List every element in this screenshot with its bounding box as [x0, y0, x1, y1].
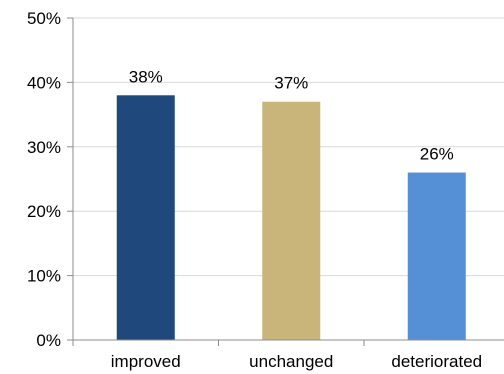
- y-tick-label: 50%: [27, 9, 61, 28]
- bars: [116, 95, 466, 340]
- labels: 0% 10% 20% 30% 40% 50% 38% improved 37% unchanged…: [27, 9, 482, 371]
- y-tick-label: 20%: [27, 202, 61, 221]
- data-label-unchanged: 37%: [274, 74, 308, 93]
- bar-improved: [116, 95, 175, 340]
- x-category-label-deteriorated: deteriorated: [391, 352, 482, 371]
- y-tick-label: 30%: [27, 138, 61, 157]
- y-tick-label: 0%: [36, 331, 61, 350]
- y-tick-label: 40%: [27, 73, 61, 92]
- data-label-deteriorated: 26%: [420, 145, 454, 164]
- data-label-improved: 38%: [129, 67, 163, 86]
- axes: [67, 17, 504, 346]
- bar-deteriorated: [407, 172, 466, 340]
- x-category-label-unchanged: unchanged: [249, 352, 333, 371]
- bar-unchanged: [262, 101, 321, 340]
- y-tick-label: 10%: [27, 267, 61, 286]
- x-category-label-improved: improved: [111, 352, 181, 371]
